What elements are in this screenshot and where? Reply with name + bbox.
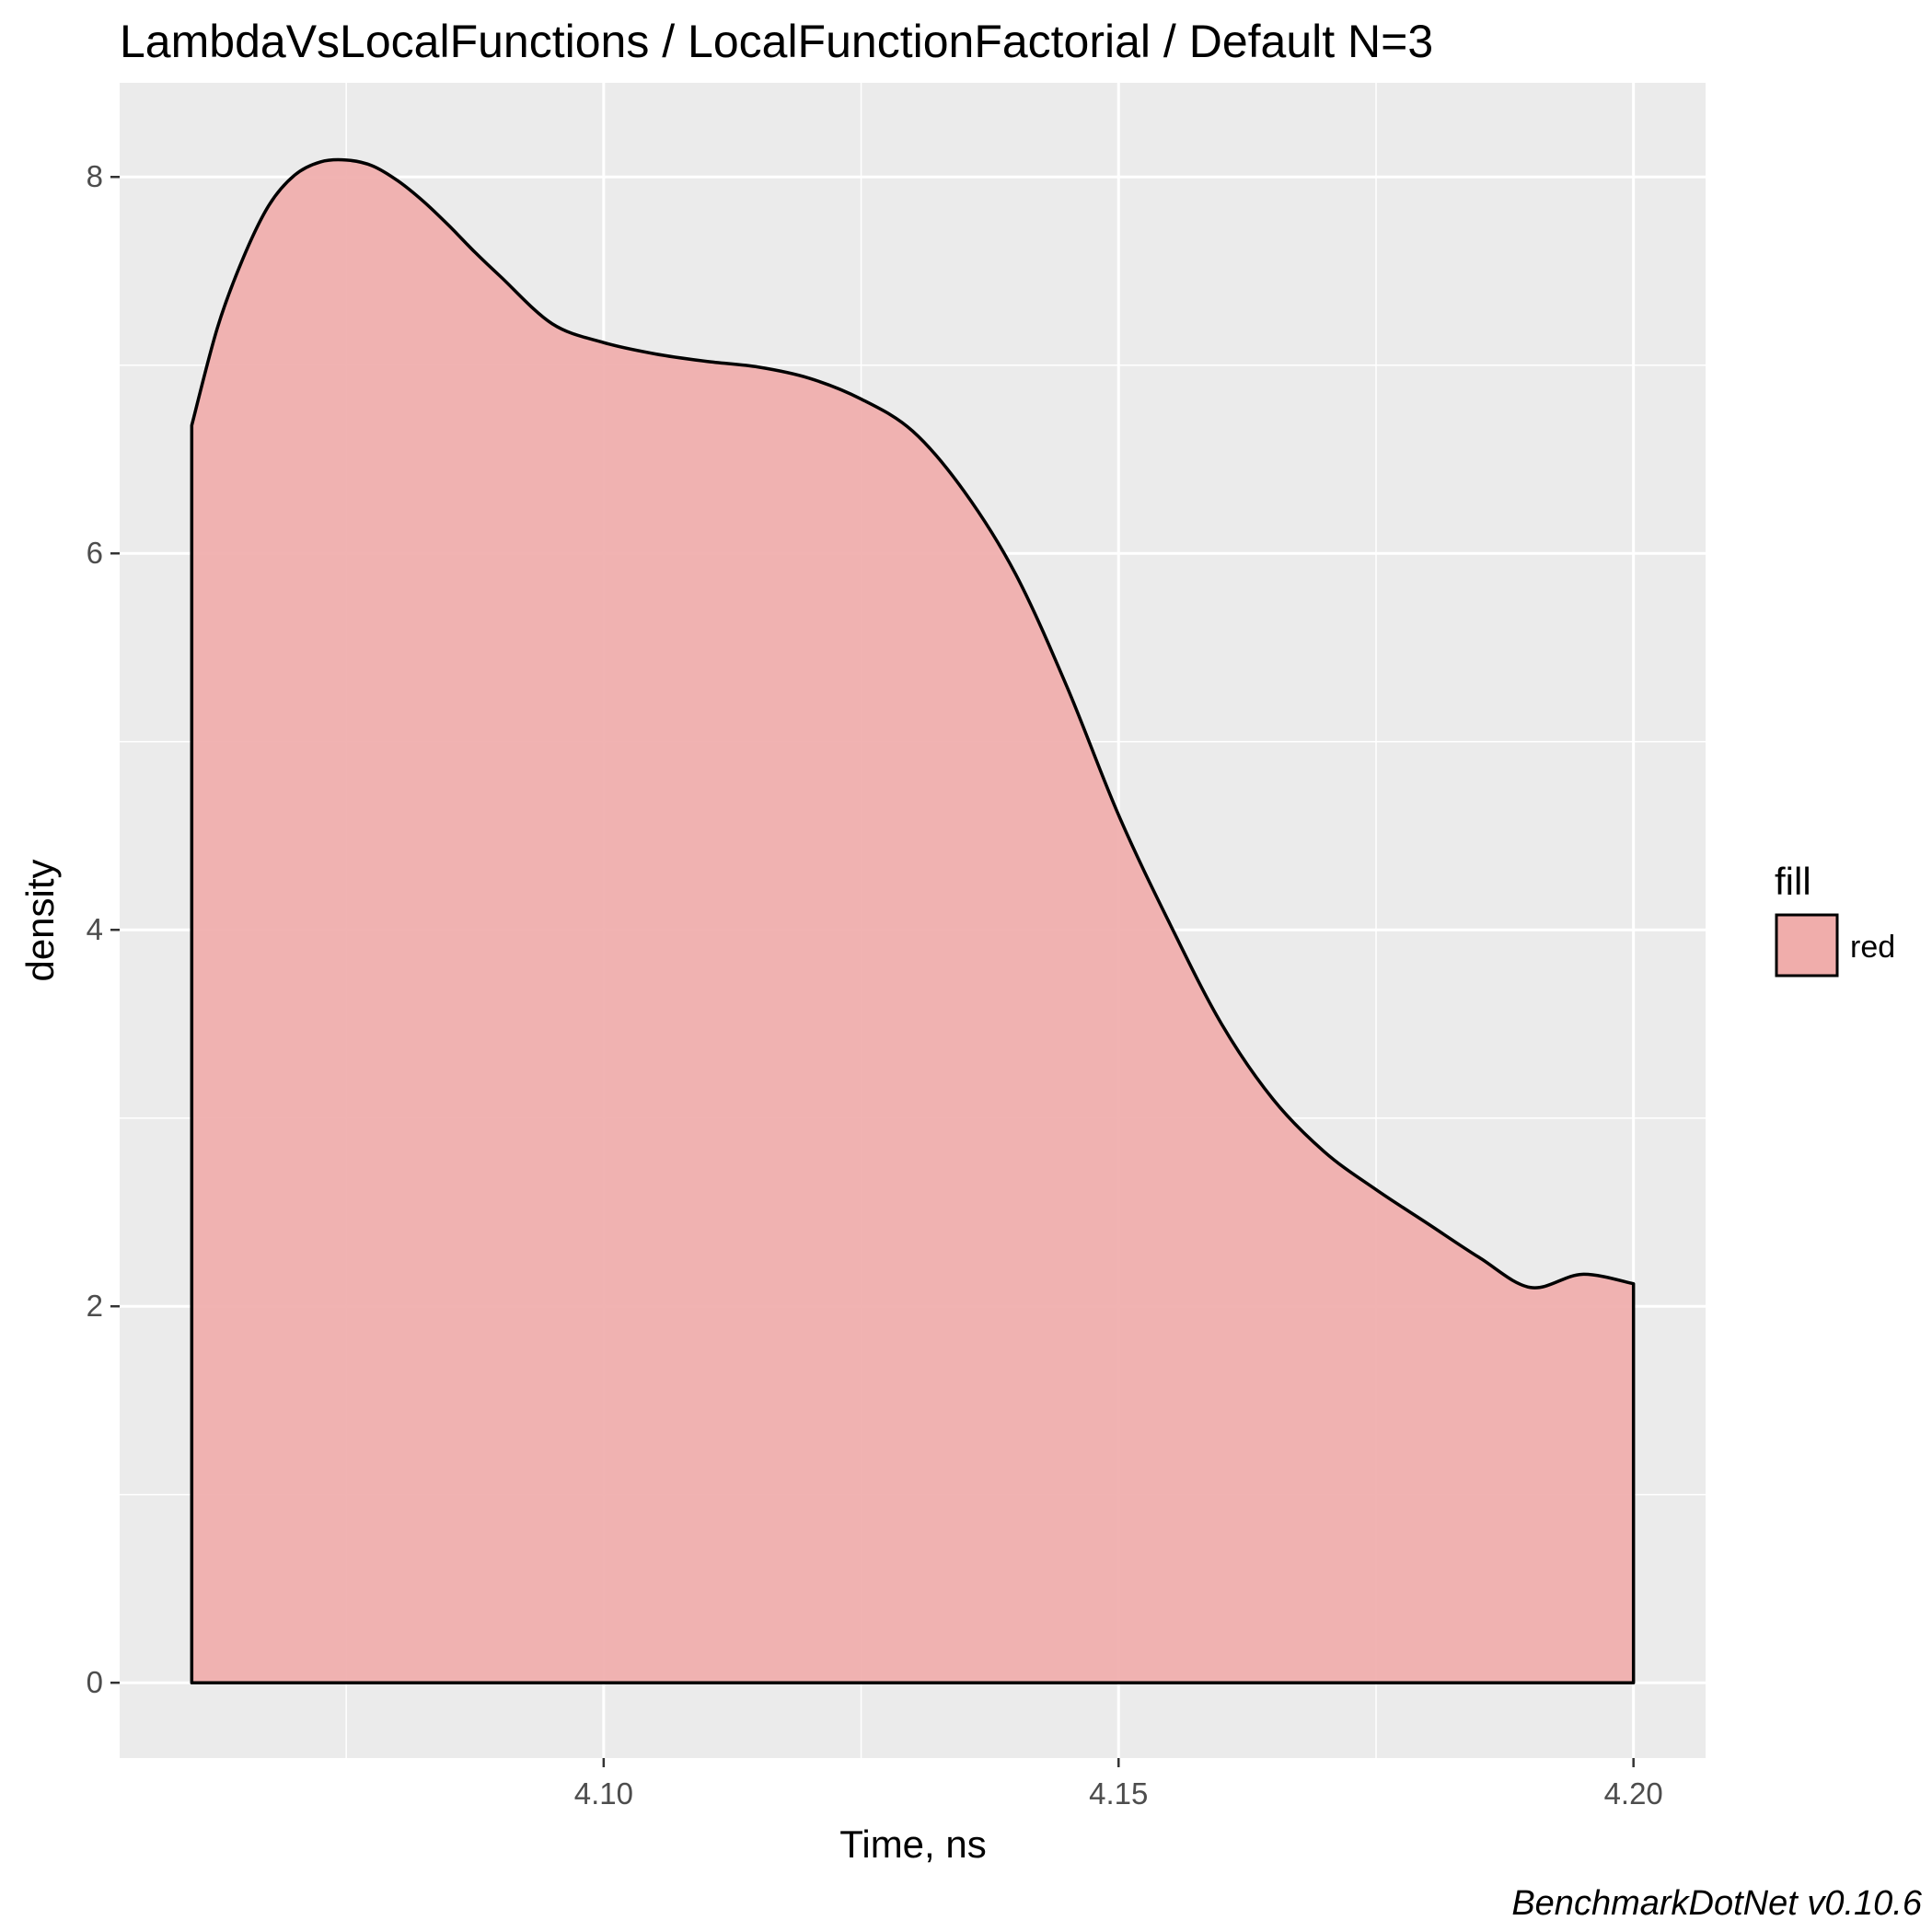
- x-tick-label: 4.20: [1604, 1776, 1663, 1811]
- x-axis-title: Time, ns: [839, 1822, 986, 1866]
- legend: fill red: [1775, 860, 1895, 978]
- y-tick-label: 4: [87, 912, 103, 946]
- y-tick-label: 0: [87, 1665, 103, 1699]
- legend-key-red: [1775, 913, 1839, 978]
- legend-title: fill: [1775, 860, 1811, 903]
- y-tick-label: 8: [87, 159, 103, 193]
- legend-label-red: red: [1850, 930, 1895, 965]
- density-area-layer: [190, 157, 1636, 1684]
- x-tick-label: 4.10: [574, 1776, 633, 1811]
- density-area-red: [190, 157, 1636, 1684]
- y-tick-label: 6: [87, 536, 103, 570]
- x-tick-label: 4.15: [1089, 1776, 1148, 1811]
- caption: BenchmarkDotNet v0.10.6: [1511, 1884, 1923, 1923]
- y-axis: 0 2 4 6 8: [87, 159, 120, 1699]
- y-tick-label: 2: [87, 1289, 103, 1323]
- chart-title: LambdaVsLocalFunctions / LocalFunctionFa…: [120, 16, 1433, 67]
- y-axis-title: density: [18, 859, 62, 981]
- x-axis: 4.10 4.15 4.20: [574, 1758, 1663, 1811]
